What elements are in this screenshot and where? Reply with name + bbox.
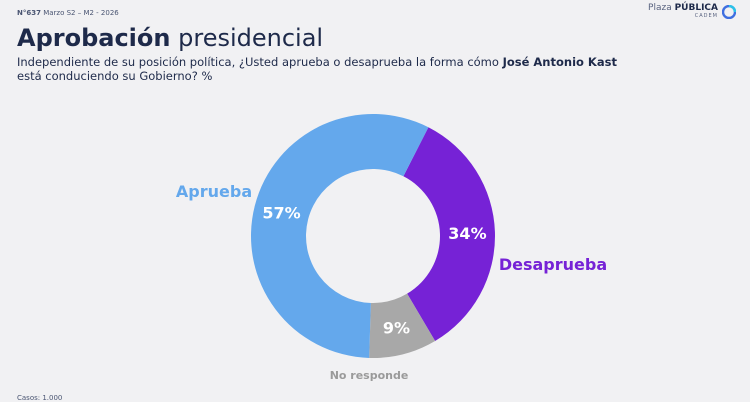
question-part2: está conduciendo su Gobierno? %	[17, 69, 213, 83]
value-label-desaprueba: 34%	[448, 224, 486, 243]
question-part1: Independiente de su posición política, ¿…	[17, 55, 503, 69]
slice-aprueba	[250, 113, 429, 358]
president-name: José Antonio Kast	[502, 55, 617, 69]
slice-no-responde	[369, 293, 436, 358]
category-label-desaprueba: Desaprueba	[499, 255, 607, 274]
issue-number: N°637	[17, 9, 41, 17]
title-bold: Aprobación	[17, 24, 171, 52]
slice-desaprueba	[403, 127, 495, 342]
title-light: presidencial	[170, 24, 324, 52]
page-title: Aprobación presidencial	[17, 24, 323, 52]
brand-bold: PÚBLICA	[674, 3, 718, 13]
value-label-aprueba: 57%	[262, 203, 300, 222]
brand-logo: Plaza PÚBLICA CADEM	[648, 4, 736, 19]
category-label-aprueba: Aprueba	[176, 182, 252, 201]
value-label-no-responde: 9%	[383, 319, 410, 338]
category-label-no-responde: No responde	[330, 369, 409, 382]
question-text: Independiente de su posición política, ¿…	[17, 55, 637, 83]
issue-period: N°637 Marzo S2 – M2 - 2026	[17, 9, 119, 17]
sample-size: Casos: 1.000	[17, 394, 63, 402]
cadem-logo-icon	[722, 4, 736, 19]
brand-light: Plaza	[648, 3, 675, 13]
brand-sub: CADEM	[694, 13, 718, 19]
period-text: Marzo S2 – M2 - 2026	[43, 9, 119, 17]
